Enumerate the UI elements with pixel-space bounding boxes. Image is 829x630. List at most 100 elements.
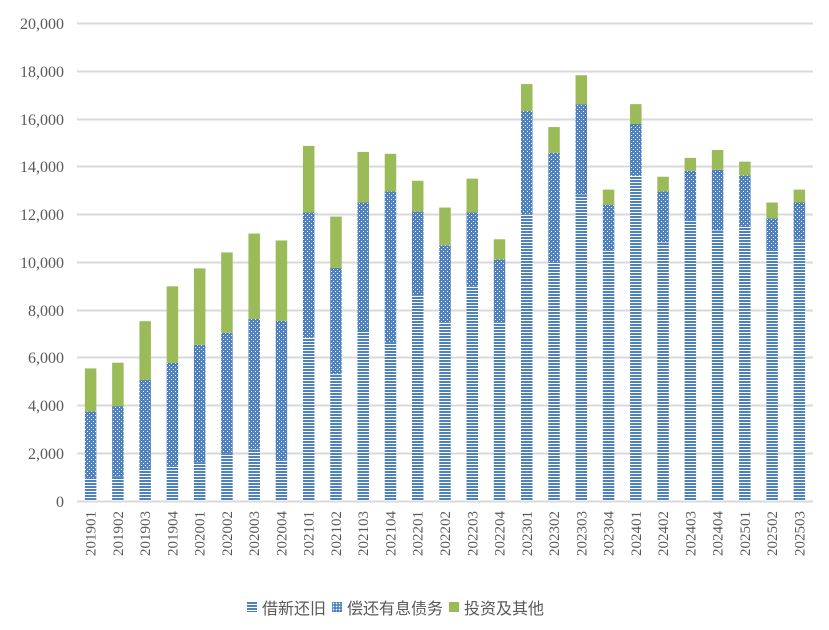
bar-segment-series-2 [766,202,778,219]
x-tick-label: 202204 [493,511,509,557]
x-tick-label: 201902 [111,511,127,556]
legend-item-investment-other[interactable]: 投资及其他 [449,595,544,619]
dots-swatch-icon [332,602,343,612]
x-tick-label: 202302 [547,511,563,556]
bar-segment-series-1 [411,211,424,296]
y-tick-label: 0 [56,494,64,511]
x-tick-label: 202503 [792,511,808,556]
bar-segment-series-0 [139,468,151,501]
bar-stack-202301 [521,84,533,501]
bar-segment-series-2 [630,104,642,124]
stacked-bar-chart: 0 2,000 4,000 6,000 8,000 10,000 12,000 14,000 1… [20,16,813,557]
bar-segment-series-1 [711,169,724,231]
legend-item-refinancing[interactable]: 借新还旧 [247,595,326,619]
bar-stack-202103 [357,151,369,501]
x-tick-label: 201901 [84,511,100,556]
bar-stack-202302 [548,127,560,501]
bar-segment-series-0 [684,219,697,501]
bar-stack-202002 [221,252,233,501]
bar-segment-series-0 [439,322,451,501]
bar-segment-series-0 [657,242,669,501]
bar-segment-series-1 [493,259,506,323]
bar-segment-series-1 [139,379,151,469]
x-tick-label: 202402 [656,511,672,556]
x-tick-label: 201903 [138,511,154,556]
bar-stack-202402 [657,176,669,501]
bar-segment-series-2 [575,75,588,105]
bar-segment-series-1 [330,267,342,375]
bar-segment-series-1 [684,170,697,220]
bar-stack-202204 [493,239,506,501]
bar-segment-series-0 [630,175,642,501]
bar-segment-series-1 [357,202,369,330]
bar-stack-202203 [466,178,479,501]
bar-stack-202503 [793,189,806,501]
bar-segment-series-2 [602,189,615,205]
bar-segment-series-2 [275,240,288,321]
bar-segment-series-2 [384,153,397,192]
x-tick-label: 201904 [165,511,181,557]
bar-segment-series-1 [521,111,533,215]
bar-segment-series-0 [357,329,369,501]
bar-stack-202304 [602,189,615,501]
bar-segment-series-2 [793,189,806,203]
x-tick-label: 202004 [274,511,290,557]
x-tick-label: 202303 [574,511,590,556]
y-tick-label: 10,000 [20,255,64,272]
bar-segment-series-0 [248,449,260,501]
x-tick-label: 202403 [683,511,699,556]
bar-segment-series-0 [275,460,288,501]
y-tick-label: 12,000 [20,207,64,224]
bar-segment-series-2 [439,207,451,246]
bar-segment-series-0 [548,261,560,501]
bar-segment-series-1 [602,204,615,251]
x-tick-label: 202001 [193,511,209,556]
bar-stack-202004 [275,240,288,501]
bar-segment-series-1 [248,319,260,450]
bar-segment-series-1 [193,344,206,463]
x-tick-label: 202104 [383,511,399,557]
bar-segment-series-1 [739,175,751,226]
bar-segment-series-2 [221,252,233,333]
bar-segment-series-0 [711,230,724,501]
x-tick-label: 202404 [711,511,727,557]
bar-segment-series-0 [384,342,397,501]
bar-segment-series-0 [521,214,533,501]
bar-stack-201904 [166,286,179,501]
bars [84,75,806,501]
bar-stack-202502 [766,202,778,501]
bar-segment-series-1 [575,104,588,195]
bar-segment-series-2 [466,178,479,213]
bar-segment-series-0 [493,322,506,501]
bar-segment-series-2 [493,239,506,260]
y-tick-label: 14,000 [20,159,64,176]
bar-segment-series-0 [793,239,806,501]
x-axis: 201901 201902 201903 201904 202001 202002 2020… [84,511,809,557]
bar-segment-series-0 [739,225,751,501]
bar-stack-202201 [411,180,424,501]
legend-label: 偿还有息债务 [347,599,444,618]
bar-segment-series-0 [193,462,206,501]
bar-stack-201903 [139,321,151,501]
bar-segment-series-0 [766,249,778,501]
bar-stack-201902 [112,362,124,501]
bar-segment-series-2 [330,216,342,268]
y-tick-label: 4,000 [28,398,64,415]
bar-segment-series-1 [439,245,451,323]
bar-stack-202003 [248,233,260,501]
y-tick-label: 6,000 [28,350,64,367]
x-tick-label: 202101 [302,511,318,556]
bar-segment-series-1 [548,152,560,262]
bar-segment-series-2 [193,268,206,345]
legend-item-debt-repayment[interactable]: 偿还有息债务 [332,595,443,619]
x-tick-label: 202003 [247,511,263,556]
bar-segment-series-2 [411,180,424,212]
bar-stack-202303 [575,75,588,501]
bar-segment-series-2 [248,233,260,320]
bar-segment-series-0 [112,476,124,501]
bar-segment-series-0 [330,374,342,501]
legend-label: 投资及其他 [464,599,545,618]
legend-label: 借新还旧 [262,599,327,618]
bar-stack-202403 [684,157,697,501]
bar-segment-series-1 [112,406,124,477]
